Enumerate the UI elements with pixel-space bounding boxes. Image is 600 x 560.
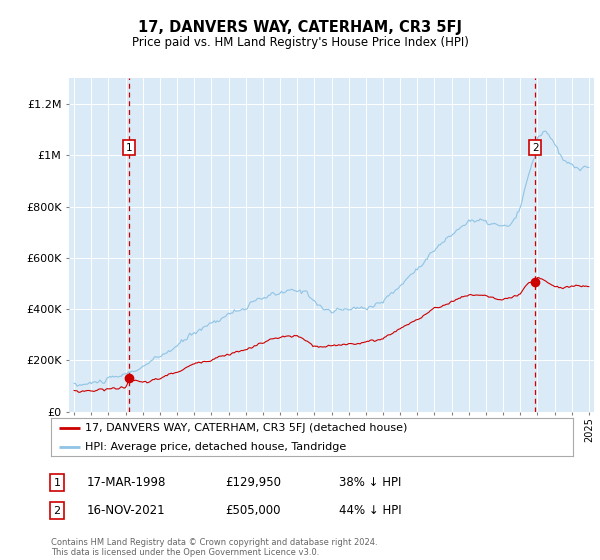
Text: 1: 1 <box>53 478 61 488</box>
Text: Contains HM Land Registry data © Crown copyright and database right 2024.
This d: Contains HM Land Registry data © Crown c… <box>51 538 377 557</box>
Text: 38% ↓ HPI: 38% ↓ HPI <box>339 476 401 489</box>
Text: 17-MAR-1998: 17-MAR-1998 <box>87 476 166 489</box>
Text: 17, DANVERS WAY, CATERHAM, CR3 5FJ (detached house): 17, DANVERS WAY, CATERHAM, CR3 5FJ (deta… <box>85 423 407 433</box>
Text: £129,950: £129,950 <box>225 476 281 489</box>
Text: 44% ↓ HPI: 44% ↓ HPI <box>339 504 401 517</box>
Text: Price paid vs. HM Land Registry's House Price Index (HPI): Price paid vs. HM Land Registry's House … <box>131 36 469 49</box>
Text: 17, DANVERS WAY, CATERHAM, CR3 5FJ: 17, DANVERS WAY, CATERHAM, CR3 5FJ <box>138 20 462 35</box>
Text: 1: 1 <box>126 143 133 153</box>
Text: 2: 2 <box>53 506 61 516</box>
Text: 2: 2 <box>532 143 539 153</box>
Text: HPI: Average price, detached house, Tandridge: HPI: Average price, detached house, Tand… <box>85 442 346 452</box>
Text: £505,000: £505,000 <box>225 504 281 517</box>
Text: 16-NOV-2021: 16-NOV-2021 <box>87 504 166 517</box>
